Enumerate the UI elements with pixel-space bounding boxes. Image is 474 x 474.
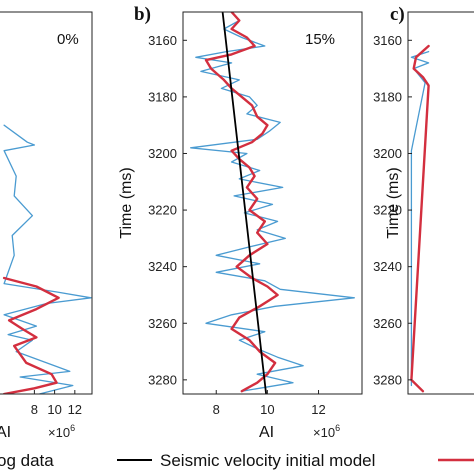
panel-b-x-multiplier: ×106 (313, 423, 340, 440)
panel-a-x-multiplier-base: ×10 (48, 425, 70, 440)
panel-c-y-tick-label: 3200 (373, 146, 402, 161)
panel-b-y-tick-label: 3280 (148, 372, 177, 387)
panel-b-x-multiplier-exp: 6 (335, 423, 340, 433)
panel-a-x-tick-label: 10 (47, 402, 61, 417)
panel-b-y-tick-label: 3180 (148, 89, 177, 104)
panel-c-red-curve (410, 44, 430, 393)
panel-b-y-tick-label: 3220 (148, 203, 177, 218)
panel-b-y-tick-label: 3200 (148, 146, 177, 161)
panel-b-ylabel: Time (ms) (118, 167, 135, 238)
panel-c-y-tick-label: 3280 (373, 372, 402, 387)
panel-b-letter: b) (134, 4, 151, 25)
panel-b-initial-model-line (221, 12, 268, 394)
panel-b-series (190, 12, 355, 394)
panel-c: 3160 3180 3200 3220 3240 3260 3280 c) Time (ms… (373, 4, 474, 395)
panel-b-log-data-line (190, 12, 355, 392)
panel-c-y-tick-label: 3240 (373, 259, 402, 274)
panel-a-x-tick-label: 12 (68, 402, 82, 417)
panel-b-x-tick-label: 10 (260, 402, 274, 417)
panel-c-y-tick-label: 3180 (373, 89, 402, 104)
panel-c-ylabel: Time (ms) (385, 167, 402, 238)
panel-a-frame (0, 11, 93, 395)
panel-a-xlabel: AI (0, 424, 11, 441)
legend: og data Seismic velocity initial model (0, 451, 474, 470)
panel-c-letter: c) (390, 4, 405, 25)
panel-b-x-tick-label: 8 (213, 402, 220, 417)
panel-c-frame (407, 11, 474, 395)
panel-a-x-multiplier: ×106 (48, 423, 75, 440)
panel-b-xlabel: AI (259, 424, 274, 441)
panel-a-red-curve (2, 276, 60, 394)
panel-c-y-tick-label: 3260 (373, 316, 402, 331)
panel-b-red-curve (204, 12, 279, 393)
panel-c-series (410, 44, 430, 393)
panel-b-x-multiplier-base: ×10 (313, 425, 335, 440)
panel-b: 8 10 12 3160 3180 3200 3220 3240 3260 3280 b) 15… (118, 4, 363, 441)
panel-a: 8 10 12 0% AI ×106 (0, 11, 93, 441)
panel-b-y-tick-label: 3160 (148, 33, 177, 48)
panel-b-y-tick-label: 3260 (148, 316, 177, 331)
panel-c-y-tick-label: 3220 (373, 203, 402, 218)
legend-item-initial-model-label: Seismic velocity initial model (160, 451, 375, 470)
panel-b-annotation: 15% (305, 31, 335, 48)
panel-c-y-tick-label: 3160 (373, 33, 402, 48)
panel-a-log-data-line (3, 124, 92, 394)
panel-b-y-tick-label: 3240 (148, 259, 177, 274)
panel-a-x-multiplier-exp: 6 (70, 423, 75, 433)
legend-item-log-label: og data (0, 451, 54, 470)
panel-a-series (2, 124, 92, 394)
panel-a-annotation: 0% (57, 31, 79, 48)
panel-b-x-tick-label: 12 (311, 402, 325, 417)
panel-a-x-tick-label: 8 (31, 402, 38, 417)
panel-b-frame (182, 11, 363, 395)
